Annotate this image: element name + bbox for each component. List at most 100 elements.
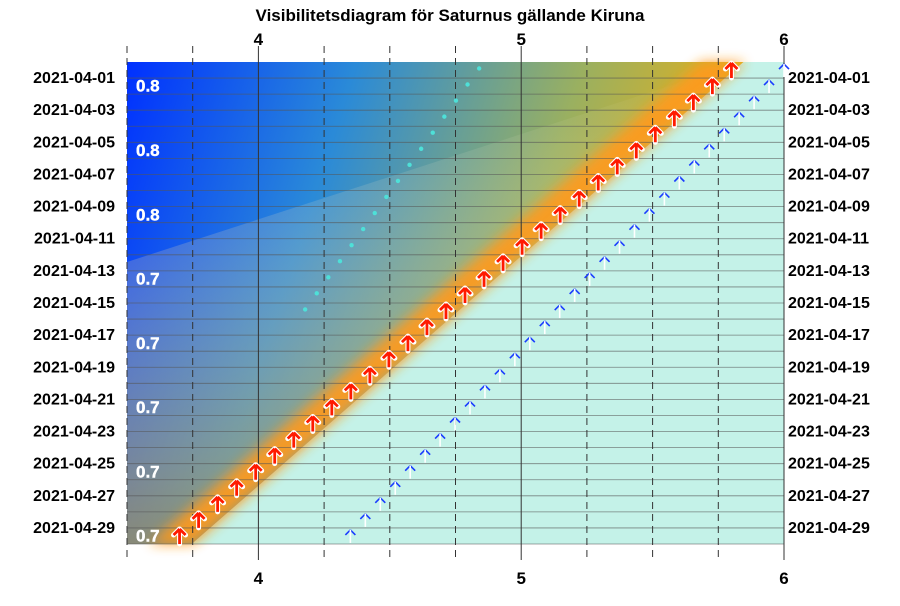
twilight-arrow (509, 352, 521, 367)
rise-arrow (323, 397, 341, 418)
rise-arrow (684, 92, 702, 113)
bottom-x-tick: 5 (516, 569, 525, 588)
right-date-label: 2021-04-01 (788, 70, 870, 87)
twilight-arrow (703, 143, 715, 158)
dawn-dots (302, 66, 482, 312)
left-date-label: 2021-04-29 (33, 520, 115, 537)
dawn-dot (384, 194, 389, 200)
twilight-arrow (359, 513, 371, 527)
magnitude-label: 0.7 (136, 527, 160, 546)
magnitude-label: 0.8 (136, 205, 160, 224)
twilight-arrow (434, 433, 446, 447)
twilight-arrow (479, 384, 491, 399)
dawn-dot (476, 66, 482, 71)
right-date-label: 2021-04-11 (788, 231, 869, 248)
magnitude-label: 0.7 (136, 398, 160, 417)
right-date-labels: 2021-04-01 2021-04-03 2021-04-05 2021-04-07… (788, 70, 870, 537)
twilight-arrow (494, 368, 506, 383)
dawn-dot (395, 178, 401, 184)
left-date-label: 2021-04-19 (33, 359, 115, 376)
top-x-tick: 4 (254, 30, 264, 49)
rise-arrow (437, 301, 455, 322)
twilight-arrow (404, 465, 416, 479)
twilight-arrow (524, 336, 536, 351)
left-date-label: 2021-04-03 (33, 102, 115, 119)
rise-arrow (646, 124, 664, 145)
chart-title: Visibilitetsdiagram för Saturnus gälland… (256, 6, 645, 25)
rise-arrow (608, 156, 626, 177)
dawn-dot (326, 275, 331, 280)
plot-area: 0.8 0.8 0.8 0.7 0.7 0.7 0.7 0.7 (126, 46, 790, 560)
rise-arrow (513, 237, 531, 258)
dawn-dot (442, 114, 447, 119)
rise-arrow (475, 269, 493, 290)
twilight-arrow (778, 63, 790, 78)
rise-arrow (228, 478, 246, 499)
twilight-arrow (643, 208, 655, 222)
twilight-arrow (539, 320, 551, 335)
twilight-arrow (374, 497, 386, 511)
twilight-arrow (673, 175, 685, 190)
rise-arrow (551, 205, 569, 226)
left-date-label: 2021-04-23 (33, 424, 115, 441)
magnitude-label: 0.7 (136, 270, 160, 289)
top-x-tick: 6 (779, 30, 788, 49)
rise-arrow (247, 462, 265, 483)
twilight-arrow (658, 192, 670, 206)
rise-arrow (494, 253, 512, 274)
right-date-label: 2021-04-21 (788, 391, 870, 408)
right-date-label: 2021-04-29 (788, 520, 870, 537)
twilight-arrow (748, 95, 760, 110)
magnitude-label: 0.8 (136, 141, 160, 160)
twilight-arrows (344, 63, 790, 543)
twilight-arrow (628, 224, 641, 238)
left-date-label: 2021-04-07 (33, 166, 115, 183)
twilight-arrow (569, 288, 581, 302)
top-x-ticks: 4 5 6 (254, 30, 789, 49)
right-date-label: 2021-04-07 (788, 166, 870, 183)
right-date-label: 2021-04-05 (788, 134, 870, 151)
rise-arrow (532, 221, 550, 242)
top-x-tick: 5 (516, 30, 525, 49)
right-date-label: 2021-04-15 (788, 295, 870, 312)
dawn-dot (407, 162, 412, 168)
dawn-dot (430, 130, 435, 135)
rise-arrow (342, 381, 360, 402)
twilight-arrow (599, 256, 611, 270)
rise-arrow (570, 189, 588, 210)
twilight-arrow (344, 529, 356, 543)
left-date-label: 2021-04-27 (33, 488, 115, 505)
dawn-dot (453, 98, 459, 103)
dawn-dot (372, 210, 377, 216)
dawn-dot (337, 259, 343, 264)
magnitude-labels: 0.8 0.8 0.8 0.7 0.7 0.7 0.7 0.7 (136, 77, 160, 546)
rise-arrow (190, 510, 208, 531)
rise-arrow (627, 140, 645, 161)
twilight-arrow (449, 416, 461, 431)
right-date-label: 2021-04-27 (788, 488, 870, 505)
right-date-label: 2021-04-13 (788, 263, 870, 280)
left-date-label: 2021-04-09 (33, 199, 115, 216)
left-date-label: 2021-04-05 (33, 134, 115, 151)
left-date-label: 2021-04-15 (33, 295, 115, 312)
left-date-label: 2021-04-01 (33, 70, 115, 87)
dawn-dot (302, 307, 308, 312)
dawn-dot (360, 226, 366, 232)
left-date-label: 2021-04-13 (33, 263, 115, 280)
right-date-label: 2021-04-17 (788, 327, 870, 344)
rise-arrow (380, 349, 398, 370)
twilight-arrow (613, 240, 626, 254)
twilight-arrow (419, 449, 431, 463)
rise-arrow (703, 76, 721, 97)
twilight-arrow (763, 79, 775, 94)
left-date-label: 2021-04-11 (34, 231, 115, 248)
dawn-dot (349, 242, 354, 248)
right-date-label: 2021-04-03 (788, 102, 870, 119)
dawn-dot (465, 82, 470, 87)
bottom-x-ticks: 4 5 6 (254, 569, 789, 588)
rise-arrow (361, 365, 379, 386)
rise-arrow (399, 333, 417, 354)
dawn-dot (418, 146, 424, 151)
magnitude-label: 0.7 (136, 334, 160, 353)
